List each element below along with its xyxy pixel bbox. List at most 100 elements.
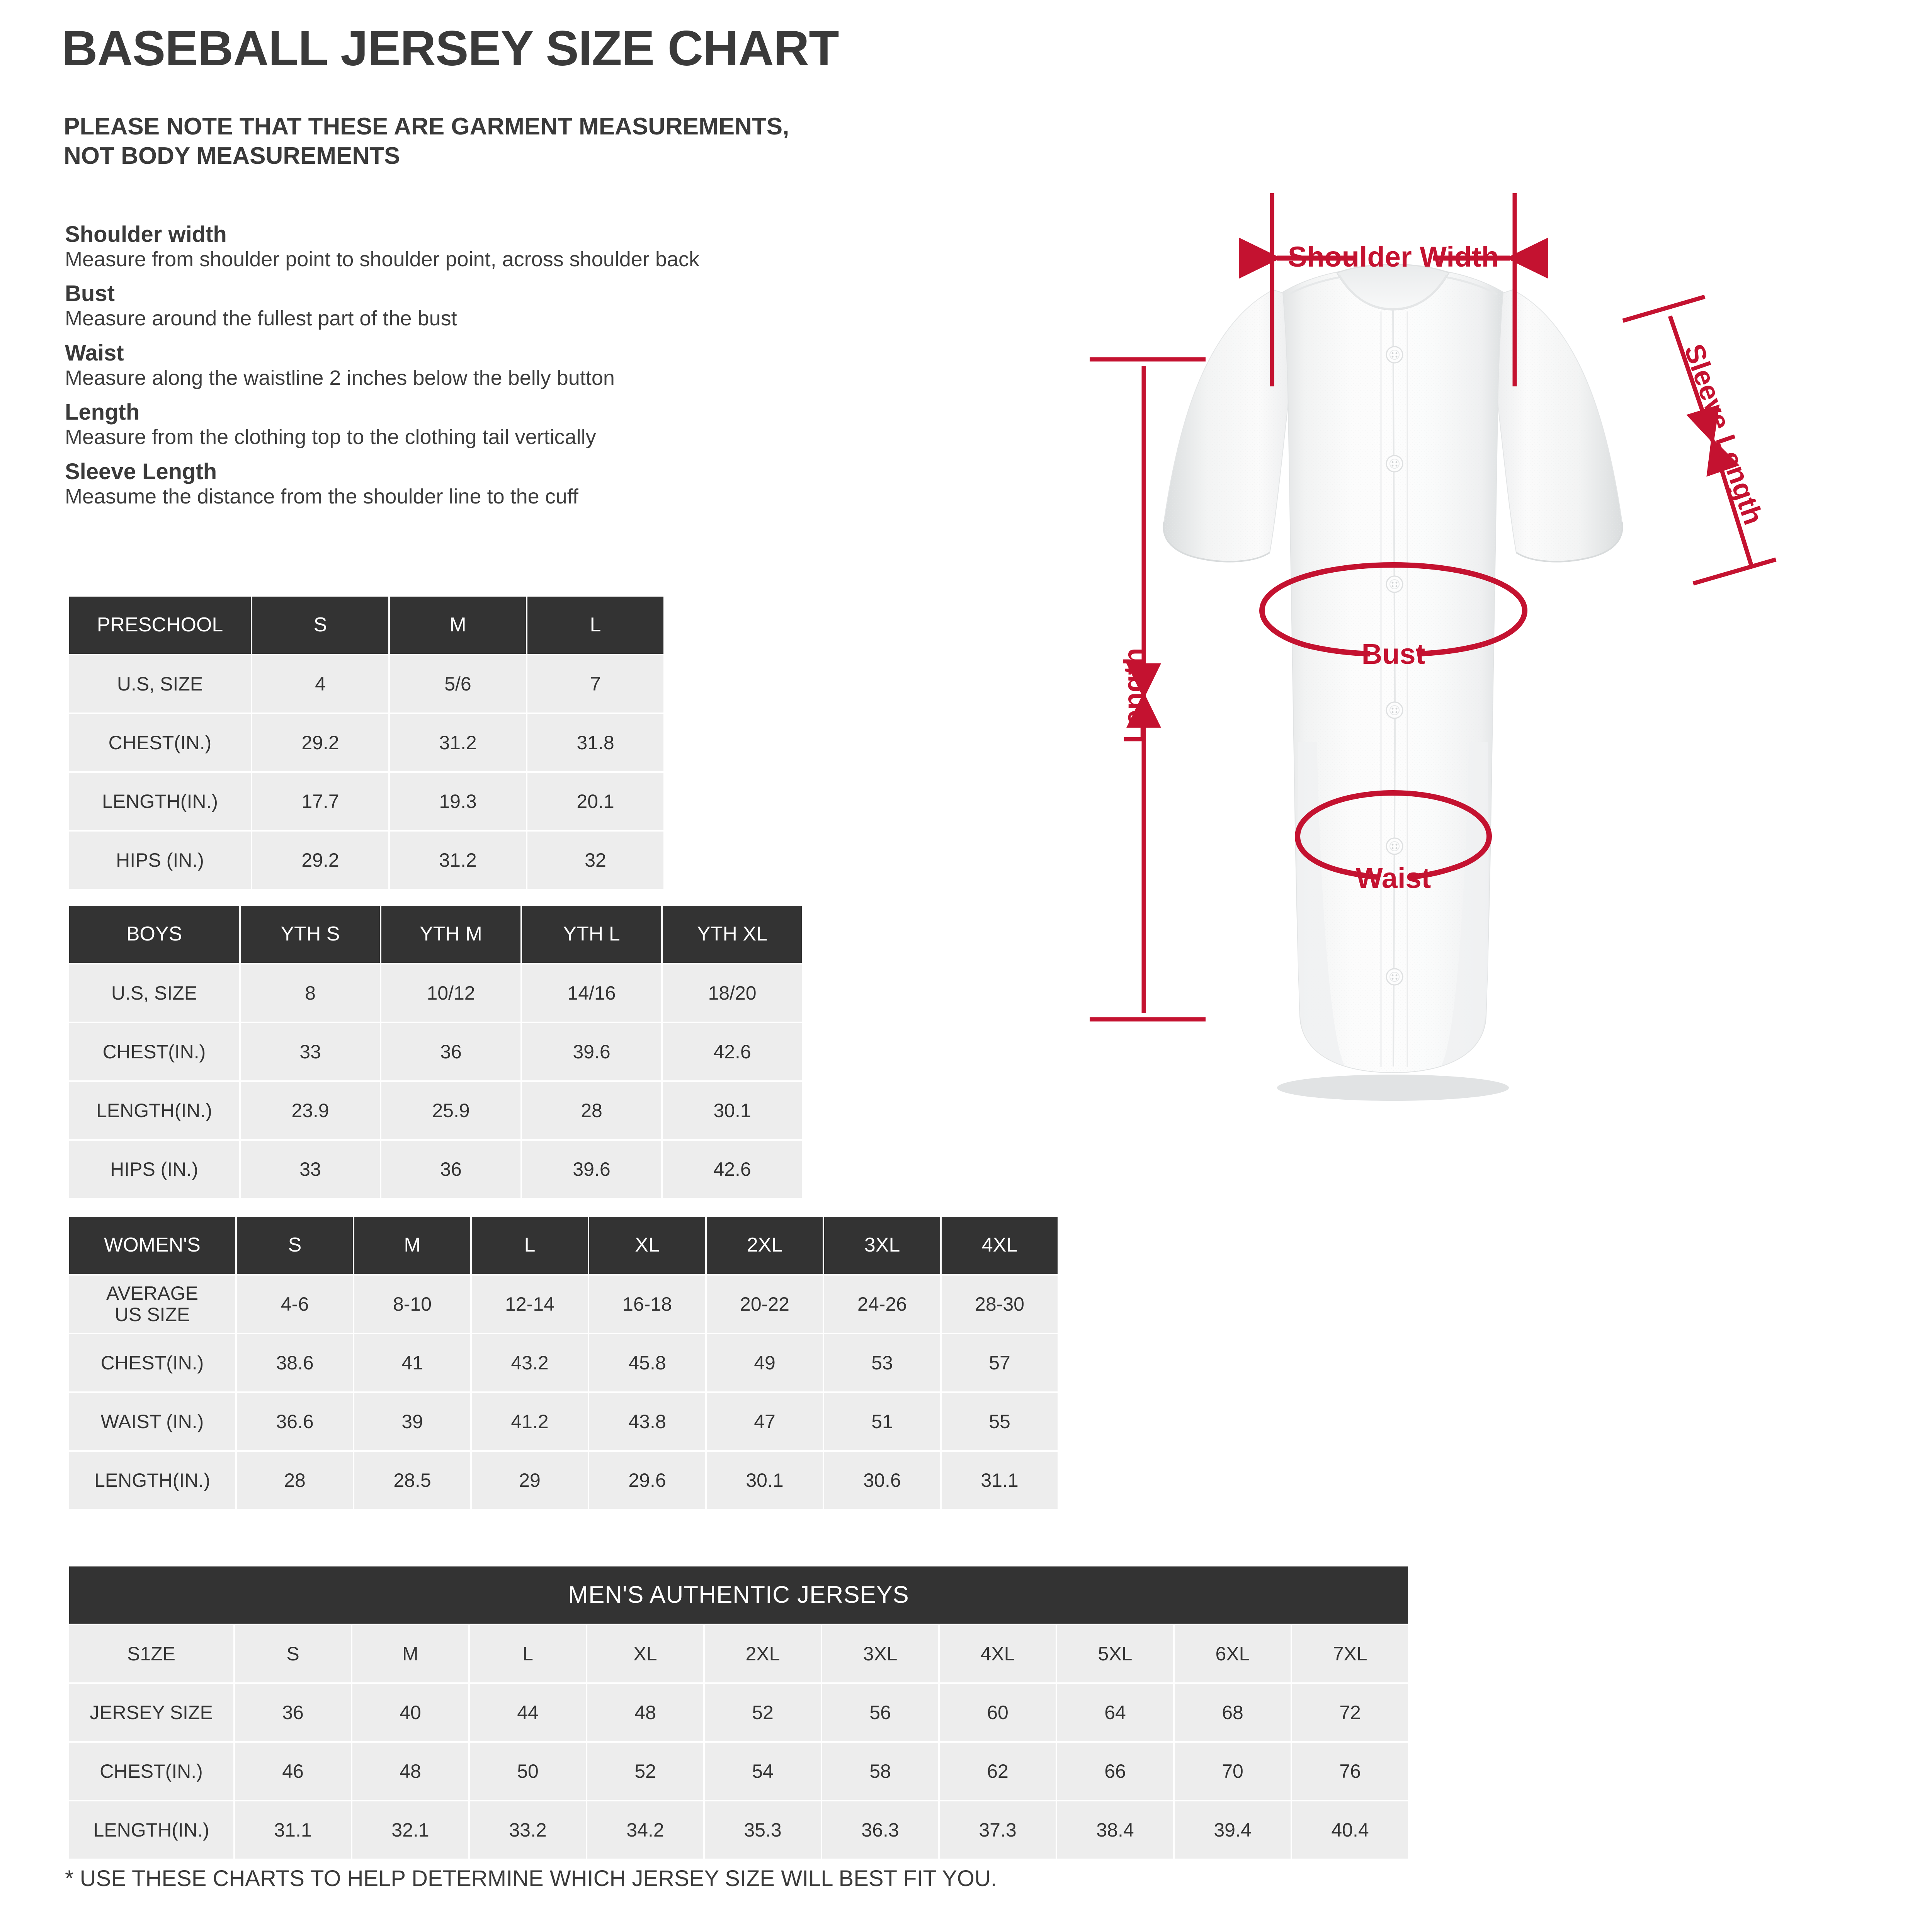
- definition-bust: Bust Measure around the fullest part of …: [65, 281, 1031, 330]
- table-cell: 64: [1057, 1684, 1173, 1741]
- subtitle-line-2: NOT BODY MEASUREMENTS: [64, 142, 400, 169]
- column-header: M: [354, 1217, 470, 1274]
- table-cell: 49: [707, 1334, 823, 1391]
- table-row: LENGTH(IN.) 31.1 32.1 33.2 34.2 35.3 36.…: [69, 1801, 1408, 1859]
- measurement-annotations: Shoulder Width Length Sleeve Length: [1090, 193, 1777, 1022]
- footer-note: * USE THESE CHARTS TO HELP DETERMINE WHI…: [65, 1866, 997, 1891]
- table-row: U.S, SIZE 8 10/12 14/16 18/20: [69, 964, 802, 1022]
- column-header: S: [252, 597, 388, 654]
- shoulder-width-label: Shoulder Width: [1288, 241, 1499, 273]
- column-header: 3XL: [824, 1217, 940, 1274]
- row-label: LENGTH(IN.): [69, 1801, 233, 1859]
- table-cell: 68: [1175, 1684, 1291, 1741]
- row-label: HIPS (IN.): [69, 1141, 239, 1198]
- table-cell: 48: [587, 1684, 703, 1741]
- sleeve-length-annotation: Sleeve Length: [1622, 294, 1777, 586]
- definition-sleeve-length: Sleeve Length Measume the distance from …: [65, 459, 1031, 508]
- table-cell: 41: [354, 1334, 470, 1391]
- table-cell: 66: [1057, 1743, 1173, 1800]
- definition-term: Bust: [65, 281, 115, 306]
- table-title-cell: WOMEN'S: [69, 1217, 235, 1274]
- table-cell: 28: [522, 1082, 661, 1139]
- table-cell: 31.8: [527, 714, 663, 771]
- table-row: CHEST(IN.) 46 48 50 52 54 58 62 66 70 76: [69, 1743, 1408, 1800]
- definition-description: Measume the distance from the shoulder l…: [65, 485, 578, 508]
- table-cell: 12-14: [472, 1276, 588, 1333]
- column-header: L: [472, 1217, 588, 1274]
- row-label: U.S, SIZE: [69, 964, 239, 1022]
- table-row: JERSEY SIZE 36 40 44 48 52 56 60 64 68 7…: [69, 1684, 1408, 1741]
- column-header: 4XL: [940, 1625, 1056, 1682]
- table-row: HIPS (IN.) 29.2 31.2 32: [69, 832, 663, 889]
- table-cell: 43.8: [589, 1393, 705, 1450]
- table-row: LENGTH(IN.) 23.9 25.9 28 30.1: [69, 1082, 802, 1139]
- table-cell: 42.6: [663, 1141, 802, 1198]
- table-row: U.S, SIZE 4 5/6 7: [69, 655, 663, 713]
- table-cell: 31.1: [942, 1452, 1058, 1509]
- table-row: CHEST(IN.) 29.2 31.2 31.8: [69, 714, 663, 771]
- column-header: YTH M: [381, 906, 520, 963]
- table-cell: 39.6: [522, 1023, 661, 1080]
- page-subtitle: PLEASE NOTE THAT THESE ARE GARMENT MEASU…: [64, 112, 1107, 170]
- row-label: S1ZE: [69, 1625, 233, 1682]
- table-row: LENGTH(IN.) 17.7 19.3 20.1: [69, 773, 663, 830]
- table-cell: 33: [241, 1023, 380, 1080]
- column-header: 2XL: [705, 1625, 821, 1682]
- column-header: XL: [587, 1625, 703, 1682]
- table-cell: 36.6: [237, 1393, 353, 1450]
- womens-size-table: WOMEN'S S M L XL 2XL 3XL 4XL AVERAGE US S…: [68, 1215, 1059, 1510]
- table-cell: 35.3: [705, 1801, 821, 1859]
- definition-shoulder-width: Shoulder width Measure from shoulder poi…: [65, 222, 1031, 271]
- table-row: S1ZE S M L XL 2XL 3XL 4XL 5XL 6XL 7XL: [69, 1625, 1408, 1682]
- subtitle-line-1: PLEASE NOTE THAT THESE ARE GARMENT MEASU…: [64, 113, 789, 140]
- jersey-button: [1386, 575, 1403, 593]
- table-title-cell: PRESCHOOL: [69, 597, 251, 654]
- row-label: JERSEY SIZE: [69, 1684, 233, 1741]
- table-cell: 47: [707, 1393, 823, 1450]
- column-header: S: [235, 1625, 351, 1682]
- table-cell: 44: [470, 1684, 586, 1741]
- column-header: L: [470, 1625, 586, 1682]
- table-cell: 29.2: [252, 714, 388, 771]
- table-cell: 24-26: [824, 1276, 940, 1333]
- table-cell: 28: [237, 1452, 353, 1509]
- jersey-button: [1386, 455, 1403, 473]
- table-cell: 39.4: [1175, 1801, 1291, 1859]
- definition-description: Measure along the waistline 2 inches bel…: [65, 366, 615, 389]
- row-label: CHEST(IN.): [69, 714, 251, 771]
- table-cell: 50: [470, 1743, 586, 1800]
- jersey-button: [1386, 346, 1403, 364]
- table-cell: 31.1: [235, 1801, 351, 1859]
- table-banner-title: MEN'S AUTHENTIC JERSEYS: [69, 1566, 1408, 1624]
- column-header: 5XL: [1057, 1625, 1173, 1682]
- table-cell: 53: [824, 1334, 940, 1391]
- table-cell: 8: [241, 964, 380, 1022]
- row-label: HIPS (IN.): [69, 832, 251, 889]
- column-header: YTH S: [241, 906, 380, 963]
- column-header: 4XL: [942, 1217, 1058, 1274]
- table-row: WAIST (IN.) 36.6 39 41.2 43.8 47 51 55: [69, 1393, 1058, 1450]
- definition-waist: Waist Measure along the waistline 2 inch…: [65, 340, 1031, 389]
- table-cell: 30.1: [663, 1082, 802, 1139]
- preschool-size-table: PRESCHOOL S M L U.S, SIZE 4 5/6 7 CHEST(…: [68, 595, 665, 890]
- table-cell: 52: [705, 1684, 821, 1741]
- row-label: CHEST(IN.): [69, 1023, 239, 1080]
- definition-description: Measure from the clothing top to the clo…: [65, 425, 596, 449]
- table-title-cell: BOYS: [69, 906, 239, 963]
- table-cell: 76: [1292, 1743, 1408, 1800]
- table-cell: 29: [472, 1452, 588, 1509]
- table-header-row: BOYS YTH S YTH M YTH L YTH XL: [69, 906, 802, 963]
- column-header: YTH XL: [663, 906, 802, 963]
- table-header-row: WOMEN'S S M L XL 2XL 3XL 4XL: [69, 1217, 1058, 1274]
- table-cell: 51: [824, 1393, 940, 1450]
- measurement-definitions: Shoulder width Measure from shoulder poi…: [65, 222, 1031, 519]
- table-cell: 29.6: [589, 1452, 705, 1509]
- table-row: CHEST(IN.) 38.6 41 43.2 45.8 49 53 57: [69, 1334, 1058, 1391]
- table-cell: 30.1: [707, 1452, 823, 1509]
- table-row: HIPS (IN.) 33 36 39.6 42.6: [69, 1141, 802, 1198]
- table-cell: 8-10: [354, 1276, 470, 1333]
- definition-term: Waist: [65, 340, 124, 366]
- table-cell: 23.9: [241, 1082, 380, 1139]
- table-cell: 58: [822, 1743, 938, 1800]
- table-cell: 38.6: [237, 1334, 353, 1391]
